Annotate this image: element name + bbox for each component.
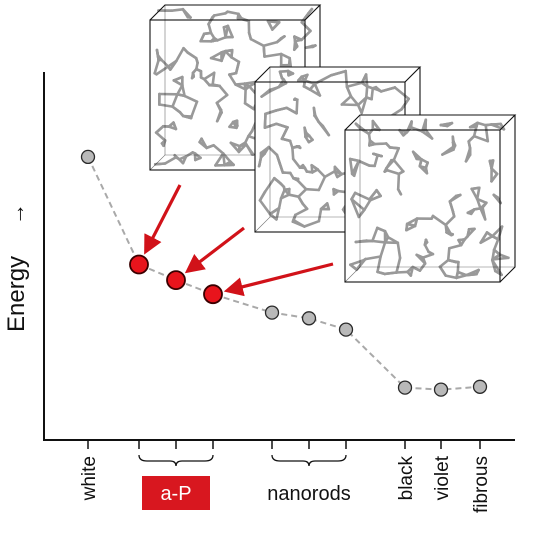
data-point: [303, 312, 316, 325]
group-label: nanorods: [267, 483, 350, 505]
data-point: [266, 306, 279, 319]
structure-insets: [150, 5, 515, 282]
data-point-highlighted: [167, 271, 185, 289]
structure-inset-icon: [345, 115, 515, 282]
group-bracket: [272, 455, 346, 466]
x-tick-label: black: [396, 456, 417, 501]
data-point: [82, 150, 95, 163]
x-tick-label: violet: [432, 455, 453, 500]
group-bracket: [139, 455, 213, 466]
group-label: a-P: [160, 483, 191, 505]
data-point: [435, 383, 448, 396]
x-tick-label: white: [79, 456, 100, 501]
y-axis-arrow: →: [4, 203, 29, 225]
pointer-arrow: [188, 228, 244, 271]
data-point-highlighted: [130, 256, 148, 274]
data-point: [474, 380, 487, 393]
pointer-arrow: [228, 264, 334, 291]
data-point-highlighted: [204, 285, 222, 303]
data-point: [340, 323, 353, 336]
y-axis-label: Energy: [3, 256, 30, 332]
pointer-arrow: [146, 185, 180, 251]
data-point: [399, 381, 412, 394]
group-brackets: a-P nanorods: [139, 455, 351, 510]
x-tick-label: fibrous: [471, 456, 492, 513]
